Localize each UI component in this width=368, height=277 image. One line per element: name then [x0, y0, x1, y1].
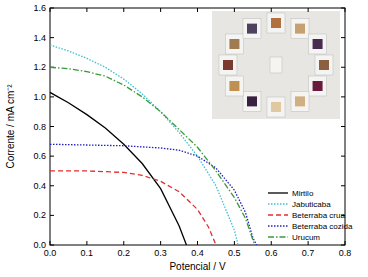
plot-frame	[50, 8, 345, 245]
photo-cell	[309, 76, 327, 96]
y-tick	[50, 245, 54, 246]
x-tick-label: 0.6	[265, 248, 278, 258]
legend-label: Mirtilo	[292, 189, 314, 198]
series-line	[50, 144, 257, 245]
photo-cell	[315, 55, 333, 75]
x-tick	[86, 241, 87, 245]
y-tick-label: 1.2	[33, 62, 46, 72]
photo-dye	[313, 39, 323, 49]
photo-bg	[212, 11, 340, 119]
photo-cell	[225, 34, 243, 54]
y-tick	[50, 126, 54, 127]
x-tick	[345, 8, 346, 12]
photo-cell	[267, 97, 285, 117]
y-tick	[341, 185, 345, 186]
legend-label: Urucum	[292, 233, 320, 242]
y-tick-label: 0.2	[33, 210, 46, 220]
x-tick-label: 0.7	[302, 248, 315, 258]
y-tick	[341, 156, 345, 157]
photo-dye	[271, 18, 281, 28]
photo-cell	[270, 57, 282, 73]
photo-cell	[219, 55, 237, 75]
y-tick-label: 0.0	[33, 240, 46, 250]
series-line	[50, 171, 216, 245]
y-tick	[341, 8, 345, 9]
x-tick-label: 0.8	[339, 248, 352, 258]
x-tick	[234, 8, 235, 12]
photo-cell	[291, 19, 309, 39]
y-tick	[50, 156, 54, 157]
y-tick	[341, 37, 345, 38]
y-tick-label: 1.0	[33, 92, 46, 102]
series-line	[50, 92, 186, 245]
photo-cell	[243, 91, 261, 111]
y-tick	[341, 67, 345, 68]
x-tick-label: 0.5	[228, 248, 241, 258]
x-tick-label: 0.1	[81, 248, 94, 258]
x-tick-label: 0.4	[191, 248, 204, 258]
y-tick-label: 0.4	[33, 181, 46, 191]
photo-cell	[243, 19, 261, 39]
legend-swatch	[268, 214, 288, 215]
y-tick	[50, 215, 54, 216]
y-tick-label: 0.8	[33, 122, 46, 132]
legend-swatch	[268, 203, 288, 204]
chart: 0.00.10.20.30.40.50.60.70.80.00.20.40.60…	[0, 0, 368, 277]
x-tick	[197, 241, 198, 245]
photo-dye	[271, 102, 281, 112]
photo-dye	[313, 81, 323, 91]
x-axis-label: Potencial / V	[169, 261, 225, 272]
x-tick	[234, 241, 235, 245]
y-tick-label: 1.6	[33, 3, 46, 13]
photo-dye	[295, 24, 305, 34]
photo-cell	[225, 76, 243, 96]
y-tick-label: 0.6	[33, 151, 46, 161]
legend: Mirtilo Jabuticaba Beterraba crua Beterraba…	[268, 189, 353, 242]
y-axis-label: Corrente / mA cm⁻²	[5, 84, 16, 169]
y-tick	[341, 96, 345, 97]
legend-swatch	[268, 236, 288, 237]
x-tick	[123, 8, 124, 12]
series-group	[50, 45, 257, 245]
photo-dye	[229, 39, 239, 49]
y-tick-label: 1.4	[33, 33, 46, 43]
legend-label: Beterraba crua	[292, 211, 345, 220]
x-tick	[50, 8, 51, 12]
x-tick-label: 0.2	[117, 248, 130, 258]
photo-dye	[295, 96, 305, 106]
photo-cell	[309, 34, 327, 54]
y-tick	[341, 245, 345, 246]
legend-label: Beterraba cozida	[292, 222, 353, 231]
x-tick	[345, 241, 346, 245]
photo-dye	[247, 24, 257, 34]
y-tick	[50, 37, 54, 38]
y-tick	[50, 185, 54, 186]
photo-cell	[291, 91, 309, 111]
legend-swatch	[268, 192, 288, 193]
x-tick	[308, 8, 309, 12]
photo-dye	[247, 96, 257, 106]
x-tick	[123, 241, 124, 245]
x-tick	[271, 8, 272, 12]
photo-cell	[267, 13, 285, 33]
photo-dye	[223, 60, 233, 70]
legend-swatch	[268, 225, 288, 226]
y-tick	[50, 96, 54, 97]
photo-dye	[319, 60, 329, 70]
x-tick	[86, 8, 87, 12]
series-line	[50, 67, 255, 245]
legend-label: Jabuticaba	[292, 200, 331, 209]
x-tick	[160, 241, 161, 245]
x-tick-label: 0.3	[154, 248, 167, 258]
x-tick	[197, 8, 198, 12]
photo-dye	[229, 81, 239, 91]
y-tick	[341, 126, 345, 127]
y-tick	[50, 8, 54, 9]
inset-photo	[212, 11, 340, 119]
x-tick	[160, 8, 161, 12]
x-tick	[50, 241, 51, 245]
x-tick	[271, 241, 272, 245]
